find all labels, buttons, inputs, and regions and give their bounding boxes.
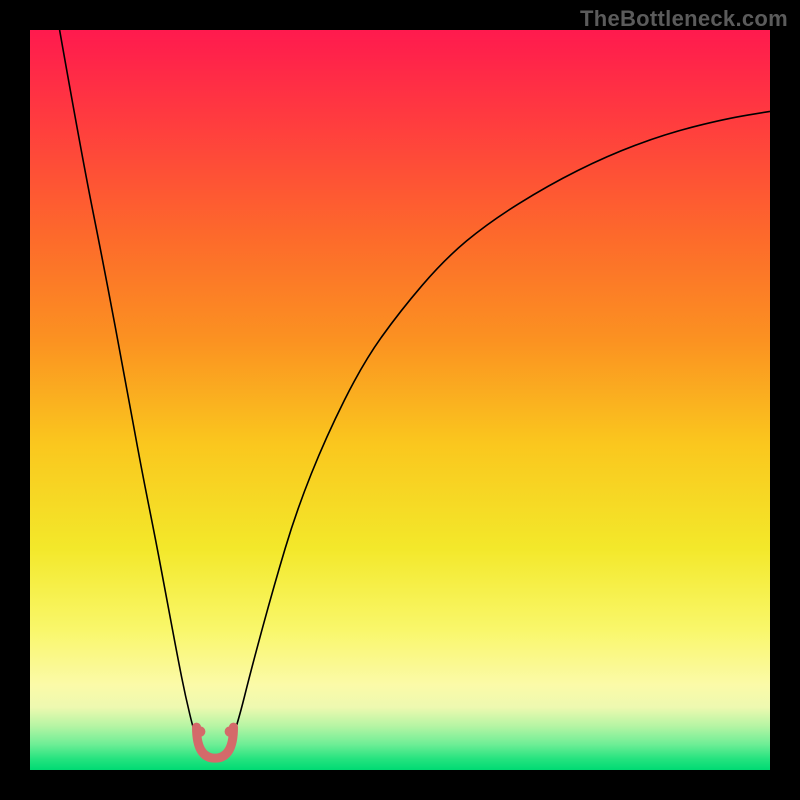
watermark-text: TheBottleneck.com xyxy=(580,6,788,32)
chart-frame: TheBottleneck.com xyxy=(0,0,800,800)
marker-dot-right xyxy=(225,726,235,736)
gradient-background xyxy=(30,30,770,770)
chart-svg xyxy=(30,30,770,770)
marker-dot-left xyxy=(195,726,205,736)
plot-area xyxy=(30,30,770,770)
